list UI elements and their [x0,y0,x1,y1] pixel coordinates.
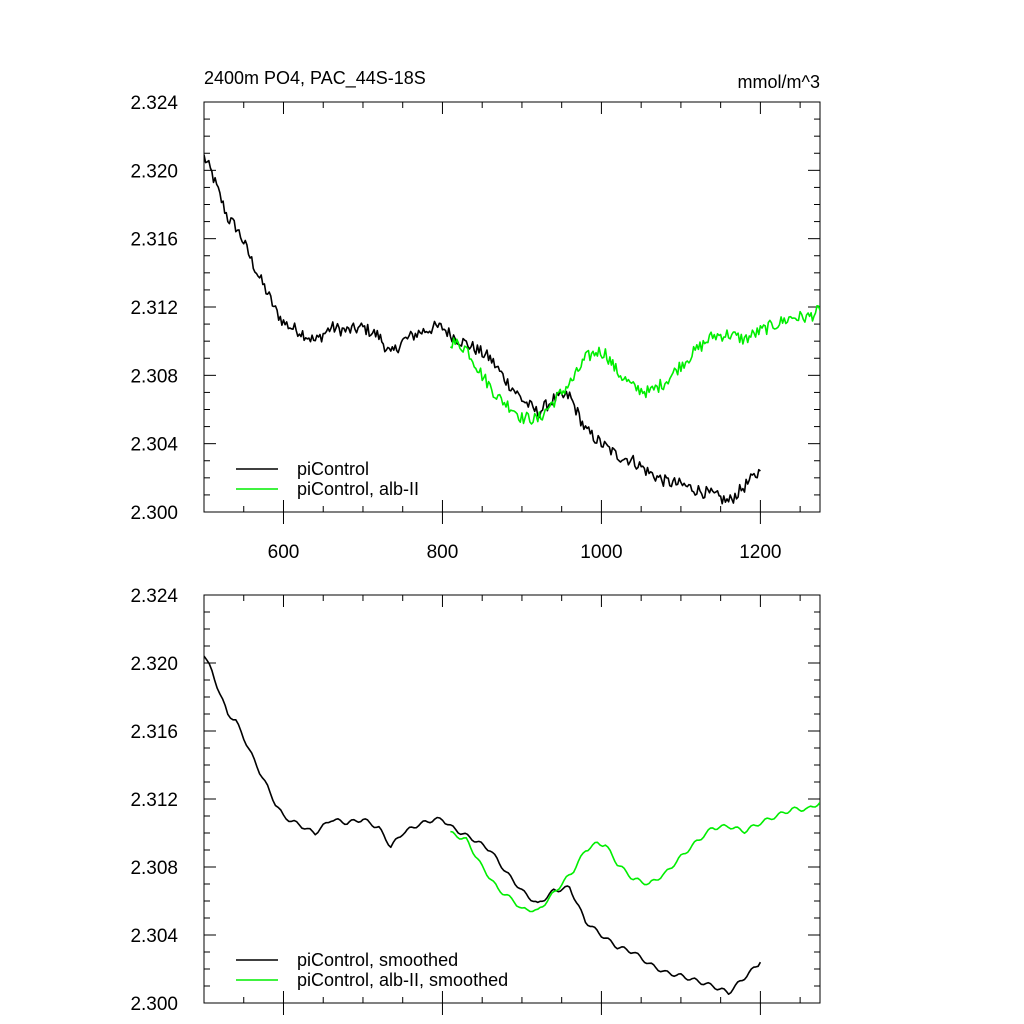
chart-title: 2400m PO4, PAC_44S-18S [204,68,426,89]
plot-frame [203,101,821,513]
x-tick-label: 1200 [739,542,781,563]
y-tick-label: 2.308 [130,858,178,879]
series-line-picontrol [204,655,762,996]
y-tick-label: 2.316 [130,722,178,743]
y-tick-label: 2.324 [130,586,178,607]
y-tick-label: 2.320 [130,161,178,182]
series-line-picontrol [204,154,761,505]
x-tick-label: 800 [427,542,459,563]
y-tick-label: 2.304 [130,926,178,947]
y-tick-label: 2.308 [130,366,178,387]
series-line-alb-ii [449,304,820,425]
x-tick-label: 1000 [580,542,622,563]
top-panel: 2400m PO4, PAC_44S-18S mmol/m^3 2.300 2.3… [130,68,821,563]
y-tick-label: 2.300 [130,994,178,1015]
units-label: mmol/m^3 [738,72,820,92]
plot-frame [203,594,821,1004]
y-tick-label: 2.320 [130,654,178,675]
y-tick-label: 2.312 [130,790,178,811]
y-tick-label: 2.300 [130,503,178,524]
bottom-panel: 2.300 2.304 2.308 2.312 2.316 2.320 2.324 piCon… [130,586,821,1015]
legend-label: piControl, smoothed [297,950,458,970]
legend-label: piControl, alb-II [297,479,419,499]
y-tick-label: 2.312 [130,298,178,319]
y-tick-label: 2.304 [130,435,178,456]
legend-label: piControl [297,459,369,479]
legend-label: piControl, alb-II, smoothed [297,970,508,990]
y-tick-label: 2.324 [130,93,178,114]
y-tick-label: 2.316 [130,230,178,251]
x-tick-label: 600 [268,542,300,563]
series-line-alb-ii [450,801,820,913]
